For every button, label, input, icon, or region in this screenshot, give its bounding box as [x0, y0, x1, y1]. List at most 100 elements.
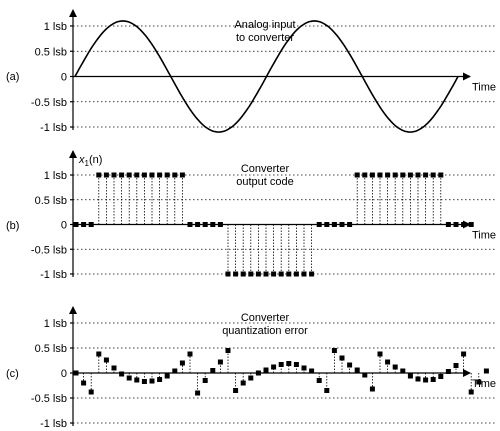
sample-point — [179, 360, 185, 366]
annotation-line-1: quantization error — [222, 325, 308, 337]
sample-point — [483, 368, 489, 374]
sample-point — [96, 351, 102, 357]
sample-point — [240, 271, 246, 277]
sample-point — [369, 386, 375, 392]
sample-point — [141, 379, 147, 384]
sample-point — [248, 271, 254, 277]
sample-point — [468, 222, 474, 227]
panel-label: (c) — [6, 368, 19, 380]
sample-point — [407, 373, 413, 379]
annotation-line-1: to converter — [236, 32, 294, 44]
annotation-line-0: Converter — [241, 312, 290, 324]
sample-point — [248, 375, 254, 381]
sample-point — [293, 362, 299, 367]
panel-b: 1 lsb 0.5 lsb 0 -0.5 lsb -1 lsb Time (b) Conver… — [6, 150, 497, 281]
sample-point — [88, 222, 94, 227]
sample-point — [430, 377, 436, 382]
sample-point — [362, 172, 368, 178]
annotation-line-0: Analog input — [234, 19, 295, 31]
sample-point — [453, 222, 459, 227]
sample-point — [339, 355, 345, 361]
sample-point — [476, 379, 482, 385]
sample-point — [331, 222, 337, 227]
sample-point — [385, 359, 391, 365]
sample-point — [172, 368, 178, 374]
y-tick-label: 1 lsb — [44, 170, 67, 182]
sample-point — [286, 271, 292, 277]
sample-point — [149, 378, 155, 384]
sample-point — [157, 377, 163, 382]
sample-point — [164, 373, 170, 379]
sample-point — [468, 389, 474, 395]
sample-point — [202, 378, 208, 383]
x-axis-label: Time — [472, 82, 496, 94]
sample-point — [324, 222, 330, 227]
sample-point — [286, 361, 292, 366]
sample-point — [453, 363, 459, 368]
y-tick-label: 1 lsb — [44, 318, 67, 330]
sample-point — [400, 368, 406, 374]
sample-point — [309, 368, 315, 374]
y-tick-label: -1 lsb — [40, 122, 67, 134]
sample-point — [301, 271, 307, 277]
y-tick-label: -1 lsb — [40, 269, 67, 281]
sample-point — [96, 172, 102, 178]
panel-label: (b) — [6, 220, 19, 232]
sample-point — [233, 388, 239, 393]
sample-point — [423, 377, 429, 383]
sample-point — [362, 372, 368, 378]
sample-point — [309, 271, 315, 277]
sample-point — [461, 351, 467, 357]
sample-point — [119, 172, 125, 178]
y-tick-label: 0.5 lsb — [35, 343, 67, 355]
annotation-line-0: Converter — [241, 163, 290, 175]
sample-point — [111, 365, 117, 371]
sample-point — [195, 390, 201, 396]
panel-c: 1 lsb 0.5 lsb 0 -0.5 lsb -1 lsb Time (c) Conver… — [6, 306, 497, 430]
sample-point — [377, 351, 383, 357]
annotation-line-1: output code — [236, 176, 294, 188]
sample-point — [157, 172, 163, 178]
sample-point — [88, 389, 94, 395]
sample-point — [316, 378, 322, 383]
sample-point — [392, 172, 398, 178]
sample-point — [324, 388, 330, 393]
sample-point — [263, 271, 269, 277]
sample-point — [73, 222, 79, 227]
y-axis-label: x1(n) — [78, 154, 102, 168]
sample-point — [225, 348, 231, 353]
sample-point — [73, 370, 79, 376]
sample-point — [164, 172, 170, 178]
sample-point — [385, 172, 391, 178]
y-tick-label: 1 lsb — [44, 21, 67, 33]
y-tick-label: 0 — [61, 220, 67, 232]
y-tick-label: 0 — [61, 72, 67, 84]
y-tick-label: 0.5 lsb — [35, 195, 67, 207]
sample-point — [415, 376, 421, 382]
sample-point — [149, 172, 155, 178]
sample-point — [126, 172, 132, 178]
sample-point — [126, 375, 132, 381]
sample-point — [263, 367, 269, 373]
sample-point — [445, 369, 451, 374]
sample-point — [354, 172, 360, 178]
sample-point — [187, 222, 193, 227]
sample-point — [233, 271, 239, 277]
y-tick-label: 0 — [61, 368, 67, 380]
x-axis-label: Time — [472, 378, 496, 390]
x-axis-label: Time — [472, 230, 496, 242]
sample-point — [301, 365, 307, 371]
sample-point — [210, 222, 216, 227]
sample-point — [400, 172, 406, 178]
sample-point — [134, 377, 140, 383]
sample-point — [172, 172, 178, 178]
y-tick-label: 0.5 lsb — [35, 46, 67, 58]
sample-point — [141, 172, 147, 178]
sample-point — [217, 222, 223, 227]
sample-point — [195, 222, 201, 227]
y-tick-label: -0.5 lsb — [31, 393, 67, 405]
sample-point — [119, 371, 125, 377]
sample-point — [445, 222, 451, 227]
sample-point — [187, 351, 193, 357]
